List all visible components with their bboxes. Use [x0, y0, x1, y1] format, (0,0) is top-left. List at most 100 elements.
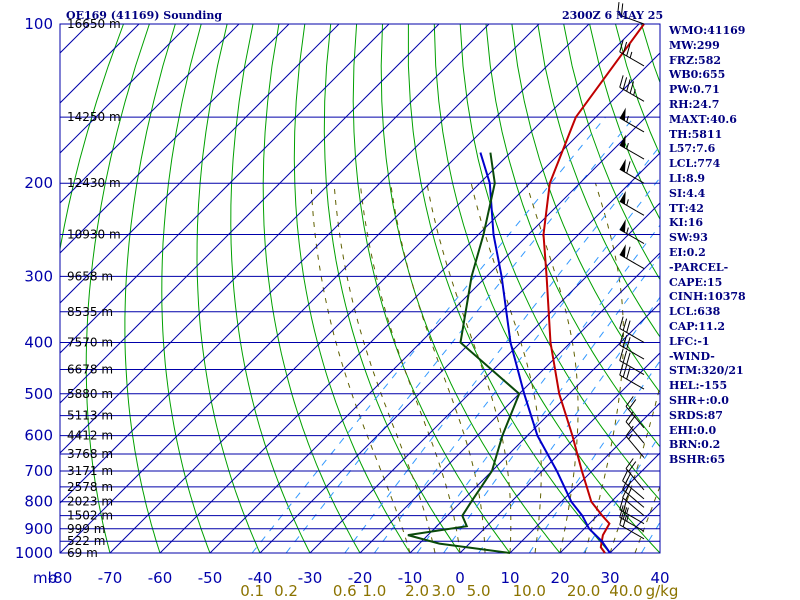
dry-adiabat-line [771, 24, 800, 553]
wind-barb-pennant [619, 244, 626, 258]
mixing-ratio-tick-label: 0.6 [333, 582, 357, 600]
pressure-tick-label: 100 [24, 15, 53, 33]
wind-barb-half-flag [624, 10, 627, 18]
pressure-tick-label: 500 [24, 385, 53, 403]
index-item: KI:16 [669, 216, 704, 230]
index-item: MAXT:40.6 [669, 112, 737, 126]
isotherm-line [60, 24, 340, 304]
wind-barb-half-flag [626, 115, 629, 123]
dry-adiabat-line [262, 24, 361, 554]
moist-adiabat-line [470, 183, 542, 554]
mixing-ratio-tick-label: 20.0 [567, 582, 600, 600]
wind-barb-staff [619, 200, 645, 216]
index-item: LCL:638 [669, 305, 721, 319]
wind-barb-staff [625, 468, 645, 491]
wind-barb-flag [617, 2, 620, 15]
temperature-tick-label: 30 [600, 569, 619, 587]
index-item: TH:5811 [669, 127, 723, 141]
isotherm-line [60, 24, 440, 404]
wind-barb-staff [619, 229, 645, 244]
index-item: CINH:10378 [669, 290, 746, 304]
wind-barb-flag [622, 318, 628, 331]
wind-barb-staff [619, 144, 645, 160]
isotherm-line [109, 24, 640, 554]
wind-barb-half-flag [626, 507, 629, 514]
mixing-ratio-line [251, 116, 606, 554]
wind-barb-flag [622, 41, 628, 55]
wind-barb-staff [619, 360, 645, 376]
index-item: CAPE:15 [669, 275, 723, 289]
wind-barb-flag [619, 512, 624, 525]
index-item: BSHR:65 [669, 453, 726, 467]
wind-barb [619, 39, 645, 67]
index-item: EI:0.2 [669, 245, 706, 259]
wind-barb-pennant [619, 219, 626, 233]
pressure-tick-label: 600 [24, 427, 53, 445]
wind-barb-staff [619, 344, 645, 360]
dry-adiabat-line [352, 24, 511, 554]
wind-barb [625, 411, 645, 444]
temperature-tick-label: 10 [500, 569, 519, 587]
wind-barb-flag [626, 161, 631, 174]
index-item: -WIND- [669, 349, 715, 363]
mixing-ratio-line [344, 145, 660, 554]
height-label: 999 m [67, 522, 105, 536]
wind-barb-flag [622, 514, 628, 527]
moist-adiabat-line [584, 183, 624, 554]
mixing-ratio-tick-label: 3.0 [432, 582, 456, 600]
wind-barb-flag [628, 399, 637, 410]
index-item: SI:4.4 [669, 186, 706, 200]
height-label: 3171 m [67, 464, 113, 478]
wind-barb-pennant [619, 190, 626, 205]
sounding-title: OE169 (41169) Sounding [66, 9, 223, 22]
pressure-tick-label: 800 [24, 493, 53, 511]
index-item: LCL:774 [669, 157, 721, 171]
temperature-tick-label: -60 [148, 569, 173, 587]
wind-barb-flag [625, 425, 634, 437]
wind-barb [619, 158, 645, 184]
wind-barb-flag [619, 497, 624, 510]
wind-barb-half-flag [629, 51, 633, 59]
wind-barb-half-flag [628, 433, 633, 440]
temperature-line [542, 24, 645, 554]
wind-barb-flag [625, 411, 634, 423]
dry-adiabat-line [124, 24, 176, 554]
height-label: 7570 m [67, 335, 113, 349]
wind-barb-staff [625, 406, 645, 429]
index-item: PW:0.71 [669, 83, 720, 97]
wind-barb [619, 333, 645, 360]
wind-barb-flag [619, 505, 624, 518]
wind-barb-flag [622, 77, 628, 90]
mixing-ratio-line [285, 116, 635, 554]
height-label: 2578 m [67, 480, 113, 494]
index-item: RH:24.7 [669, 97, 720, 111]
dry-adiabat-line [196, 24, 261, 554]
isotherm-line [60, 24, 490, 454]
isotherm-line [60, 24, 190, 154]
pressure-tick-label: 300 [24, 267, 53, 285]
wind-barb-flag [619, 75, 624, 88]
index-item: SRDS:87 [669, 408, 723, 422]
dry-adiabat-line [511, 24, 660, 394]
pressure-tick-label: 200 [24, 174, 53, 192]
wind-barb-pennant [619, 158, 626, 173]
wind-barb-staff [619, 509, 645, 525]
mixing-ratio-line [373, 177, 660, 554]
index-item: EHI:0.0 [669, 423, 717, 437]
wind-barb-flag [622, 469, 629, 482]
wind-barb-flag [622, 507, 628, 520]
moist-adiabat-line [634, 484, 660, 554]
wind-barb [619, 316, 645, 343]
wind-barb-staff [619, 516, 645, 532]
wind-barb [619, 190, 645, 216]
height-label: 12430 m [67, 176, 121, 190]
temperature-axis-label: mb [33, 569, 57, 587]
wind-barb-staff [619, 51, 645, 67]
wind-barb-flag [619, 39, 624, 53]
wind-barb-flag [622, 478, 629, 490]
wind-barb-staff [622, 480, 645, 500]
mixing-ratio-tick-label: 0.1 [240, 582, 264, 600]
index-item: L57:7.6 [669, 142, 716, 156]
wind-barb-flag [620, 3, 624, 16]
